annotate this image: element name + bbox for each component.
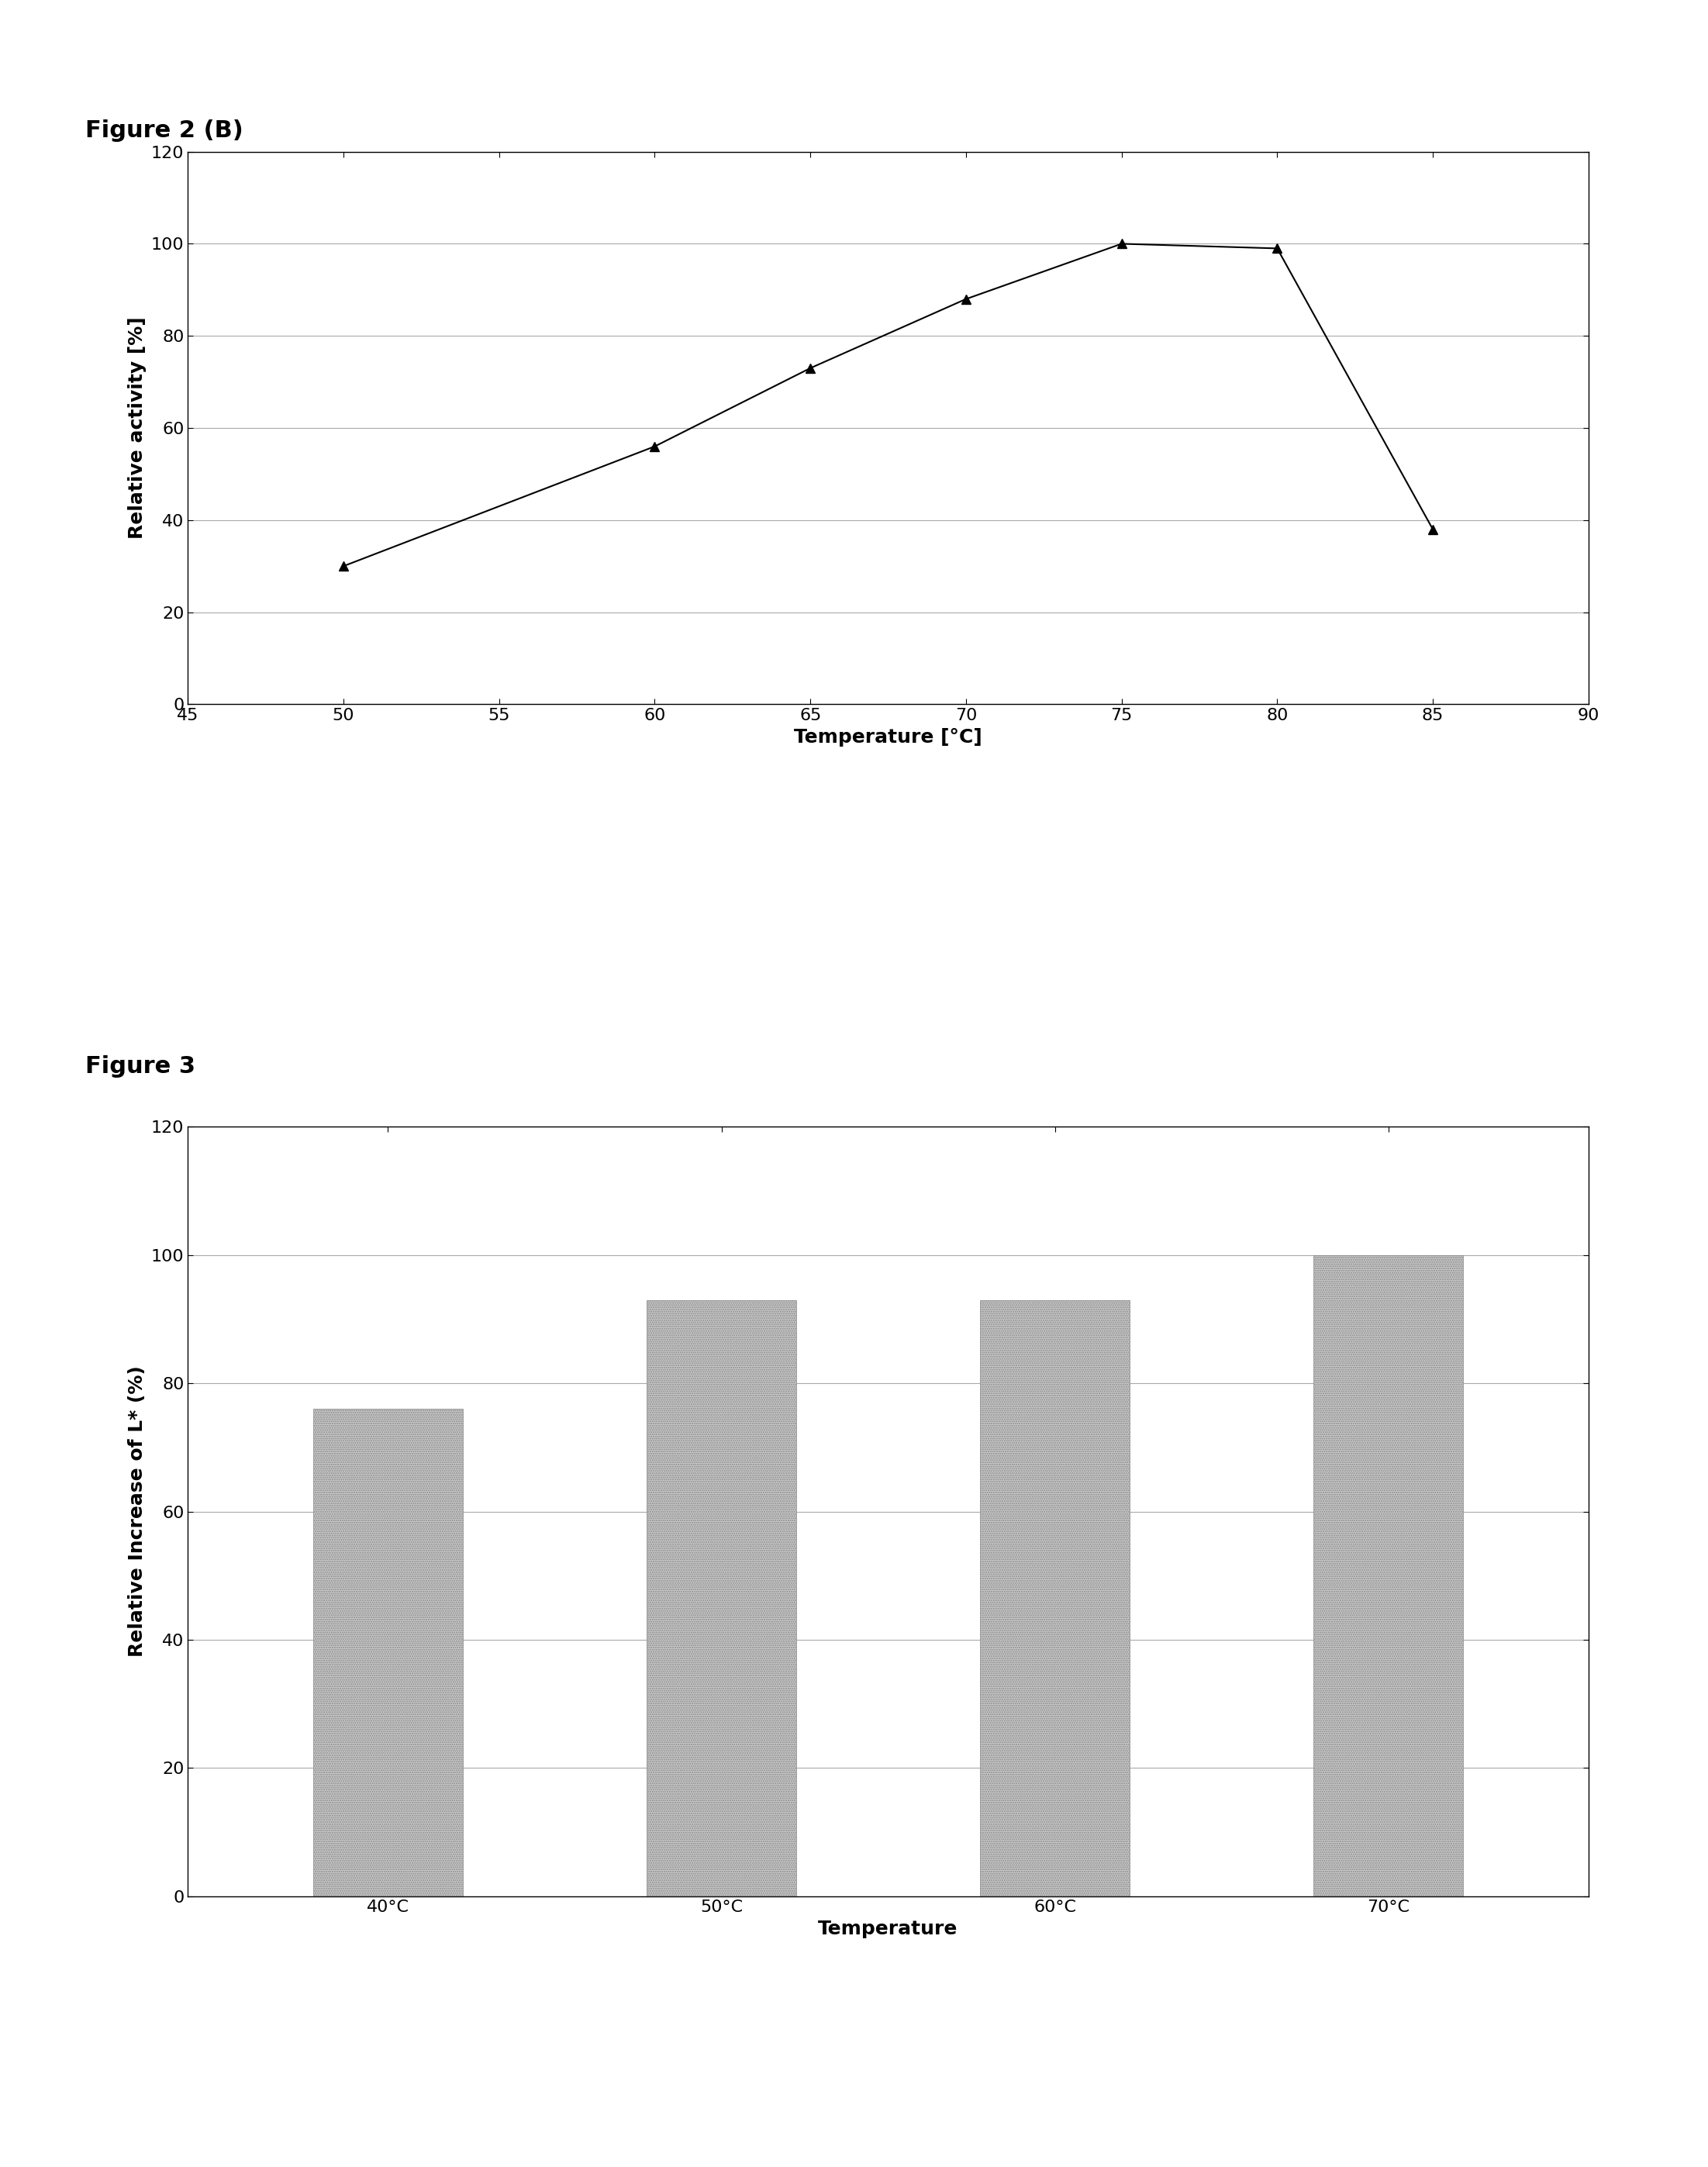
Bar (313, 1409, 463, 1896)
Y-axis label: Relative activity [%]: Relative activity [%] (128, 316, 147, 540)
Text: Figure 2 (B): Figure 2 (B) (85, 119, 243, 141)
X-axis label: Temperature: Temperature (818, 1920, 958, 1937)
Bar (1313, 1255, 1464, 1896)
Y-axis label: Relative Increase of L* (%): Relative Increase of L* (%) (128, 1365, 147, 1658)
Bar (646, 1300, 796, 1896)
Bar (980, 1300, 1131, 1896)
Text: Figure 3: Figure 3 (85, 1055, 195, 1077)
X-axis label: Temperature [°C]: Temperature [°C] (794, 728, 982, 745)
